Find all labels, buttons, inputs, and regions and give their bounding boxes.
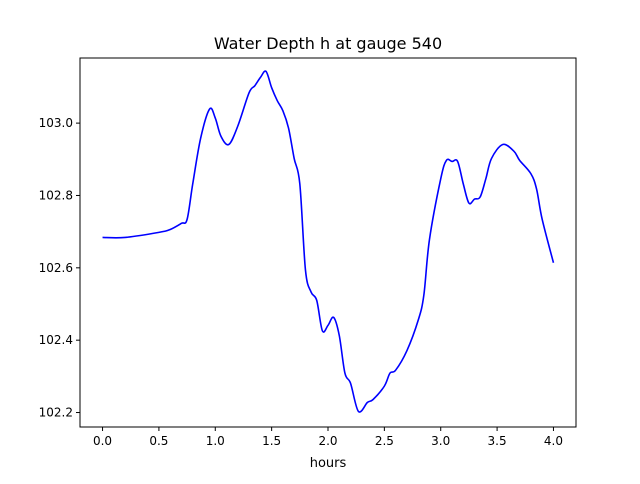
y-tick-label: 102.4 — [39, 333, 73, 347]
x-axis-label: hours — [310, 456, 347, 471]
y-tick-label: 102.6 — [39, 261, 73, 275]
x-tick-label: 1.5 — [262, 434, 281, 448]
y-tick-label: 102.8 — [39, 188, 73, 202]
x-tick-label: 3.0 — [431, 434, 450, 448]
x-tick-label: 1.0 — [206, 434, 225, 448]
x-tick-label: 0.0 — [93, 434, 112, 448]
x-tick-label: 2.0 — [318, 434, 337, 448]
x-tick-label: 4.0 — [544, 434, 563, 448]
x-tick-label: 2.5 — [375, 434, 394, 448]
y-tick-label: 102.2 — [39, 406, 73, 420]
x-tick-label: 0.5 — [149, 434, 168, 448]
series-line-h — [102, 70, 555, 413]
y-tick-label: 103.0 — [39, 116, 73, 130]
plot-area — [79, 57, 577, 428]
chart-title: Water Depth h at gauge 540 — [214, 34, 442, 53]
x-tick-label: 3.5 — [488, 434, 507, 448]
